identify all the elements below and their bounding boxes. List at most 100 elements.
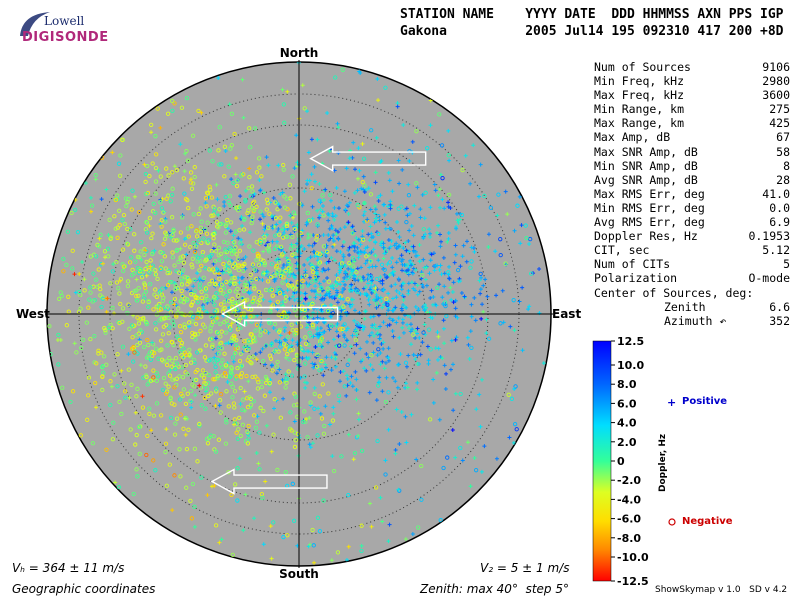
data-point-negative (218, 334, 223, 339)
data-point-positive (370, 323, 375, 328)
data-point-negative (427, 417, 433, 422)
data-point-positive (422, 216, 427, 221)
data-point-negative (218, 392, 224, 397)
data-point-positive (329, 295, 334, 300)
data-point-positive (362, 189, 367, 194)
data-point-negative (158, 250, 163, 255)
data-point-positive (346, 544, 351, 549)
data-point-negative (267, 381, 272, 386)
data-point-positive (285, 89, 290, 94)
data-point-positive (380, 305, 385, 310)
data-point-negative (90, 299, 95, 304)
data-point-negative (437, 112, 442, 117)
data-point-negative (135, 386, 140, 391)
data-point-positive (485, 294, 490, 299)
data-point-negative (189, 516, 194, 521)
colorbar-tick-label: 10.0 (617, 359, 644, 372)
data-point-negative (237, 358, 243, 364)
data-point-negative (271, 432, 276, 437)
data-point-positive (312, 241, 317, 246)
data-point-positive (88, 209, 93, 214)
data-point-negative (257, 165, 262, 170)
data-point-negative (164, 391, 169, 396)
data-point-positive (365, 339, 370, 344)
data-point-positive (341, 258, 346, 263)
data-point-positive (438, 244, 443, 249)
stat-value: O-mode (748, 271, 790, 286)
data-point-negative (282, 120, 287, 125)
data-point-negative (174, 314, 179, 319)
data-point-positive (372, 220, 377, 225)
data-point-negative (120, 247, 126, 252)
data-point-positive (356, 146, 361, 151)
data-point-positive (436, 223, 441, 228)
data-point-positive (387, 226, 392, 231)
data-point-positive (305, 236, 310, 241)
data-point-negative (91, 271, 96, 276)
data-point-negative (287, 357, 292, 362)
data-point-positive (382, 212, 387, 217)
data-point-positive (325, 276, 330, 281)
data-point-positive (315, 265, 320, 270)
data-point-negative (123, 389, 128, 394)
data-point-negative (155, 106, 160, 111)
data-point-negative (317, 394, 322, 399)
data-point-positive (429, 288, 434, 293)
data-point-negative (245, 404, 251, 410)
data-point-negative (249, 205, 255, 210)
data-point-positive (329, 223, 334, 228)
data-point-positive (421, 257, 426, 262)
stat-label: CIT, sec (594, 243, 650, 258)
data-point-negative (216, 225, 221, 230)
data-point-positive (381, 320, 386, 325)
data-point-positive (257, 326, 262, 331)
data-point-negative (235, 365, 240, 371)
data-point-negative (222, 371, 228, 376)
data-point-positive (359, 278, 364, 283)
data-point-positive (127, 303, 132, 308)
data-point-negative (172, 432, 178, 437)
data-point-negative (383, 472, 388, 477)
data-point-positive (399, 283, 404, 288)
data-point-negative (234, 430, 239, 435)
data-point-negative (146, 304, 151, 310)
data-point-positive (97, 236, 102, 241)
data-point-negative (224, 318, 229, 323)
data-point-positive (324, 254, 329, 259)
data-point-positive (405, 213, 410, 218)
data-point-positive (320, 209, 325, 214)
data-point-positive (437, 187, 442, 192)
data-point-negative (196, 307, 202, 312)
data-point-negative (230, 335, 235, 340)
data-point-positive (446, 200, 451, 205)
data-point-negative (223, 330, 228, 335)
data-point-negative (194, 244, 199, 249)
data-point-positive (329, 355, 334, 360)
data-point-positive (269, 214, 274, 219)
data-point-negative (376, 214, 381, 219)
data-point-positive (319, 297, 324, 302)
data-point-negative (223, 194, 228, 200)
data-point-negative (291, 518, 297, 523)
data-point-negative (199, 403, 204, 408)
data-point-positive (306, 257, 311, 262)
data-point-positive (479, 377, 484, 382)
data-point-positive (225, 226, 230, 231)
data-point-positive (386, 291, 391, 296)
data-point-negative (383, 399, 389, 404)
data-point-negative (188, 498, 193, 503)
data-point-positive (378, 332, 383, 337)
data-point-negative (236, 317, 242, 323)
doppler-colorbar (592, 340, 612, 582)
data-point-positive (358, 346, 363, 351)
data-point-positive (321, 197, 326, 202)
data-point-positive (413, 357, 418, 362)
data-point-positive (261, 297, 266, 302)
data-point-negative (155, 374, 161, 379)
data-point-positive (168, 235, 173, 240)
data-point-negative (311, 543, 316, 548)
data-point-negative (182, 242, 188, 247)
data-point-positive (415, 185, 420, 190)
data-point-negative (315, 433, 320, 438)
data-point-negative (56, 362, 61, 367)
